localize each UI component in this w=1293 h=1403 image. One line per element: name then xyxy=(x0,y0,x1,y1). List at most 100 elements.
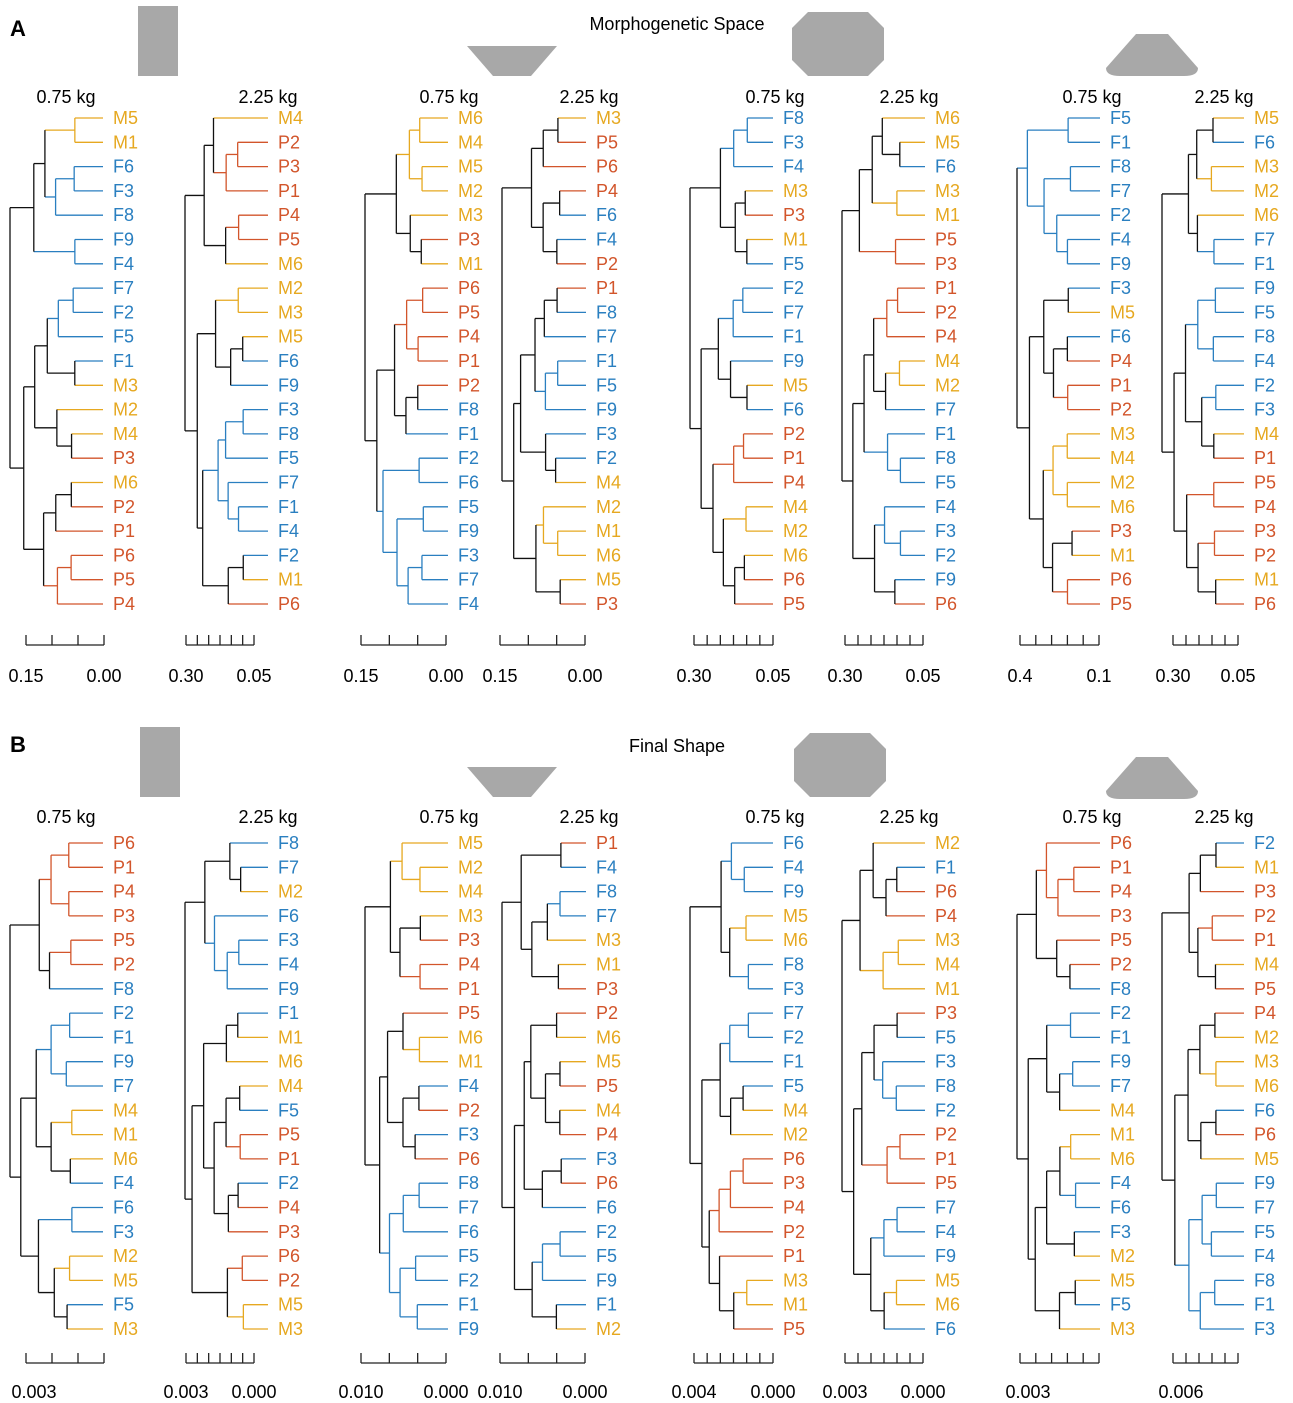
leaf-label: P6 xyxy=(1110,833,1132,853)
distance-scale: 0.15 0.00 xyxy=(8,635,122,686)
leaf-label: P1 xyxy=(935,1149,957,1169)
leaf-label: F4 xyxy=(935,497,956,517)
leaf-label: M1 xyxy=(278,570,303,590)
leaf-label: P4 xyxy=(1110,882,1132,902)
leaf-label: P4 xyxy=(113,882,135,902)
leaf-label: P2 xyxy=(1110,400,1132,420)
leaf-label: F6 xyxy=(1254,1100,1275,1120)
leaf-label: M5 xyxy=(458,833,483,853)
leaf-label: M4 xyxy=(1110,448,1135,468)
leaf-label: F3 xyxy=(783,979,804,999)
leaf-label: F4 xyxy=(458,1076,479,1096)
leaf-label: M6 xyxy=(935,1295,960,1315)
leaf-label: M6 xyxy=(113,1149,138,1169)
mass-label: 0.75 kg xyxy=(36,807,95,827)
leaf-label: P5 xyxy=(113,570,135,590)
leaf-label: F2 xyxy=(458,448,479,468)
trapezoid-shape xyxy=(467,46,557,76)
leaf-label: F7 xyxy=(935,1198,956,1218)
scale-label-left: 0.30 xyxy=(1155,666,1190,686)
leaf-label: M3 xyxy=(783,181,808,201)
dendrogram: 0.75 kg P6 P1 P4 P3 P5 P2 F8 F2 F1 F9 F7 M4 M1 M6 F4 F6 F… xyxy=(1005,807,1135,1402)
leaf-label: P2 xyxy=(935,302,957,322)
shape-icon-rectangle xyxy=(138,6,178,76)
leaf-label: P5 xyxy=(1254,979,1276,999)
leaf-label: F4 xyxy=(596,230,617,250)
leaf-label: F1 xyxy=(596,1295,617,1315)
leaf-label: P1 xyxy=(1254,930,1276,950)
distance-scale: 0.004 0.000 xyxy=(671,1353,796,1402)
leaf-label: P6 xyxy=(596,1173,618,1193)
mass-label: 0.75 kg xyxy=(745,87,804,107)
leaf-label: F4 xyxy=(1110,1173,1131,1193)
distance-scale: 0.30 0.05 xyxy=(676,635,791,686)
leaf-label: F3 xyxy=(278,400,299,420)
leaf-label: P4 xyxy=(278,205,300,225)
leaf-label: P6 xyxy=(1254,1125,1276,1145)
leaf-label: P2 xyxy=(1254,906,1276,926)
leaf-label: P5 xyxy=(596,1076,618,1096)
leaf-label: P6 xyxy=(278,1246,300,1266)
leaf-label: M4 xyxy=(278,1076,303,1096)
leaf-label: F4 xyxy=(113,254,134,274)
distance-scale: 0.003 xyxy=(11,1353,105,1402)
leaf-label: M3 xyxy=(1110,1319,1135,1339)
leaf-label: P4 xyxy=(113,594,135,614)
leaf-label: F1 xyxy=(935,857,956,877)
distance-scale: 0.15 0.00 xyxy=(343,635,464,686)
leaf-label: F5 xyxy=(113,327,134,347)
scale-label-right: 0.05 xyxy=(236,666,271,686)
leaf-label: P3 xyxy=(458,930,480,950)
leaf-label: M6 xyxy=(935,108,960,128)
leaf-label: F5 xyxy=(1254,1222,1275,1242)
leaf-label: F2 xyxy=(935,1100,956,1120)
leaf-label: F1 xyxy=(1254,1295,1275,1315)
leaf-label: F9 xyxy=(935,1246,956,1266)
leaf-label: M1 xyxy=(935,205,960,225)
distance-scale: 0.30 0.05 xyxy=(168,635,272,686)
leaf-label: F4 xyxy=(783,157,804,177)
leaf-label: F2 xyxy=(1254,833,1275,853)
leaf-label: P2 xyxy=(596,254,618,274)
leaf-label: M6 xyxy=(1254,205,1279,225)
leaf-label: F8 xyxy=(113,979,134,999)
leaf-label: M2 xyxy=(278,882,303,902)
leaf-label: P1 xyxy=(1110,857,1132,877)
leaf-label: F9 xyxy=(113,1052,134,1072)
scale-label-left: 0.30 xyxy=(168,666,203,686)
leaf-label: P6 xyxy=(1254,594,1276,614)
dendrogram: 0.75 kg P6 P1 P4 P3 P5 P2 F8 F2 F1 F9 F7 M4 M1 M6 F4 F6 F… xyxy=(9,807,138,1402)
leaf-label: M2 xyxy=(1110,473,1135,493)
leaf-label: P4 xyxy=(1110,351,1132,371)
scale-label-left: 0.15 xyxy=(8,666,43,686)
leaf-label: F2 xyxy=(113,1003,134,1023)
shape-group-octagon: 0.75 kg F6 F4 F9 M5 M6 F8 F3 F7 F2 F1 F5 M4 M2 P6 P3 P4 P… xyxy=(671,733,960,1402)
shape-group-rectangle: 0.75 kg M5 M1 F6 F3 F8 F9 F4 F7 F2 F5 F1 M3 M2 M4 P3 M6 P… xyxy=(8,6,303,686)
leaf-label: P3 xyxy=(113,906,135,926)
leaf-label: F8 xyxy=(1254,327,1275,347)
leaf-label: F6 xyxy=(596,1198,617,1218)
mass-label: 2.25 kg xyxy=(559,807,618,827)
leaf-label: P6 xyxy=(458,278,480,298)
leaf-label: F6 xyxy=(458,1222,479,1242)
leaf-label: P6 xyxy=(113,545,135,565)
leaf-label: M6 xyxy=(1254,1076,1279,1096)
leaf-label: F8 xyxy=(1254,1270,1275,1290)
leaf-label: P4 xyxy=(935,906,957,926)
leaf-label: F3 xyxy=(596,424,617,444)
leaf-label: M4 xyxy=(935,955,960,975)
leaf-label: M3 xyxy=(935,181,960,201)
leaf-label: F6 xyxy=(278,351,299,371)
leaf-label: P2 xyxy=(783,424,805,444)
dome-shape xyxy=(1106,34,1198,76)
leaf-label: P2 xyxy=(783,1222,805,1242)
panel-letter: A xyxy=(10,16,26,41)
octagon-shape xyxy=(794,733,886,797)
leaf-label: P5 xyxy=(783,594,805,614)
panel-letter: B xyxy=(10,732,26,757)
leaf-label: M6 xyxy=(1110,497,1135,517)
leaf-label: F4 xyxy=(278,955,299,975)
shape-icon-dome xyxy=(1106,757,1198,799)
